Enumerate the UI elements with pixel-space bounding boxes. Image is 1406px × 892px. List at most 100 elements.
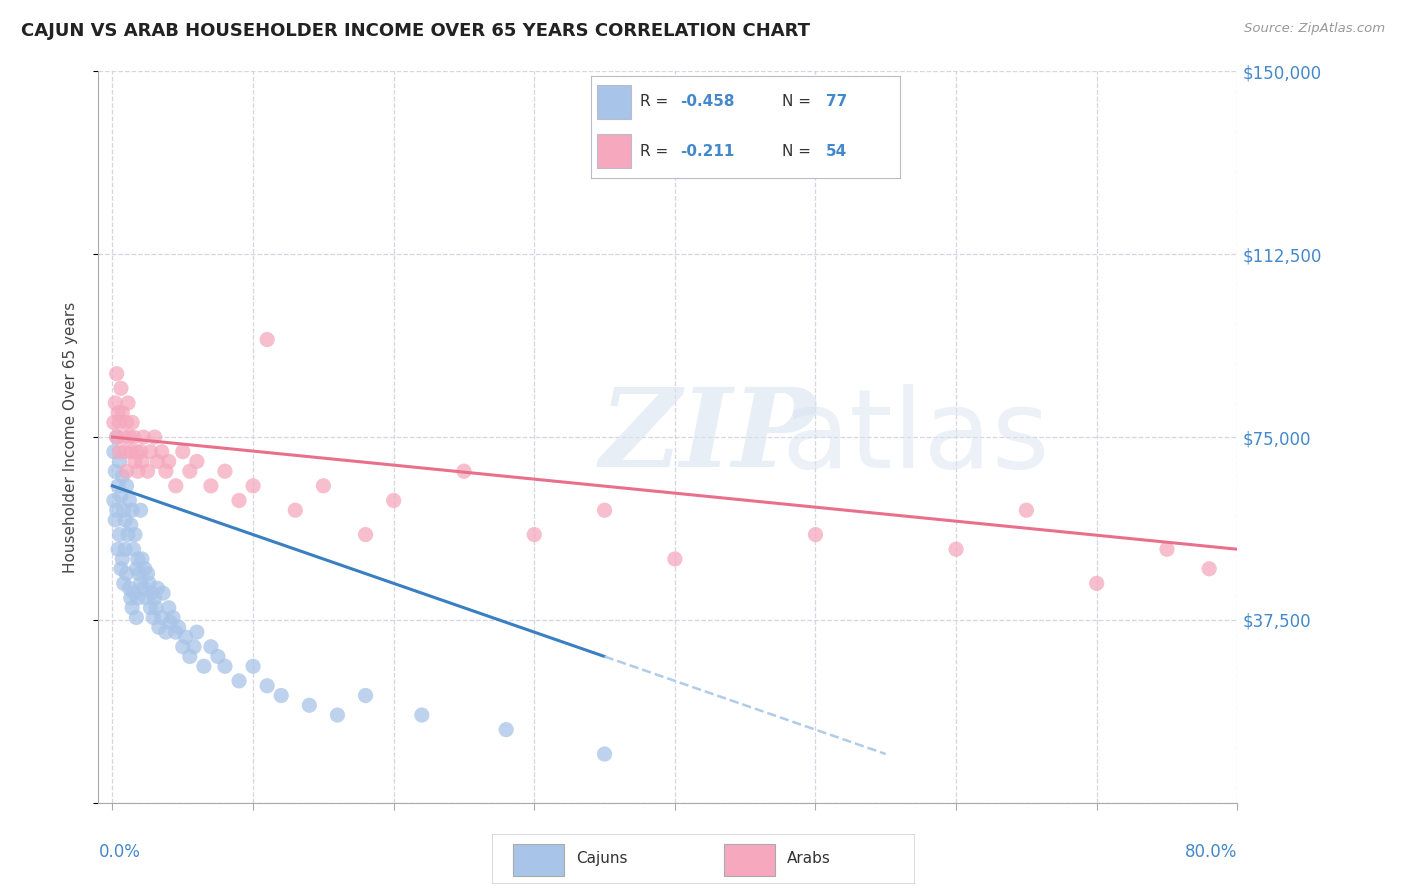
FancyBboxPatch shape (596, 135, 631, 168)
Point (193, 659, 215, 673)
Point (143, 591, 166, 605)
Point (107, 542, 129, 557)
Text: 54: 54 (825, 144, 846, 159)
Point (105, 430, 128, 444)
Point (132, 581, 155, 595)
Point (108, 527, 131, 541)
Point (125, 444, 148, 458)
Point (155, 625, 177, 640)
Point (121, 416, 143, 430)
Point (152, 586, 174, 600)
Point (129, 576, 152, 591)
Point (354, 689, 377, 703)
Point (214, 659, 236, 673)
Point (118, 430, 141, 444)
Point (284, 503, 307, 517)
Point (120, 517, 142, 532)
Point (105, 367, 128, 381)
Point (593, 503, 616, 517)
Point (129, 444, 152, 458)
Point (112, 430, 135, 444)
Point (110, 489, 132, 503)
Point (136, 566, 159, 581)
Point (155, 464, 177, 478)
Point (146, 581, 169, 595)
Point (127, 552, 149, 566)
Point (172, 444, 194, 458)
Point (146, 454, 169, 468)
Point (593, 747, 616, 761)
Point (256, 333, 278, 347)
Point (145, 600, 167, 615)
Point (131, 454, 153, 468)
Point (118, 493, 141, 508)
Point (124, 454, 146, 468)
Point (120, 591, 142, 605)
Point (183, 640, 205, 654)
Point (105, 503, 128, 517)
Point (242, 659, 264, 673)
Text: -0.458: -0.458 (681, 95, 735, 110)
Text: -0.211: -0.211 (681, 144, 734, 159)
Point (112, 576, 135, 591)
Point (172, 640, 194, 654)
Point (111, 552, 134, 566)
Point (179, 649, 201, 664)
Point (228, 493, 250, 508)
Point (523, 527, 546, 541)
Point (120, 444, 142, 458)
Point (108, 454, 131, 468)
Point (112, 503, 135, 517)
Point (107, 406, 129, 420)
Point (122, 586, 145, 600)
Point (117, 527, 139, 541)
Point (270, 689, 292, 703)
Point (207, 649, 229, 664)
FancyBboxPatch shape (596, 85, 631, 119)
Text: Arabs: Arabs (787, 851, 831, 866)
Point (115, 464, 138, 478)
Point (135, 591, 157, 605)
Point (103, 493, 125, 508)
Point (117, 396, 139, 410)
Point (110, 381, 132, 395)
Point (186, 454, 208, 468)
Point (143, 430, 166, 444)
Point (148, 620, 170, 634)
Point (165, 625, 187, 640)
Point (114, 444, 136, 458)
Point (945, 542, 967, 557)
Point (124, 527, 146, 541)
Point (1156, 542, 1178, 557)
Point (141, 586, 163, 600)
Point (804, 527, 827, 541)
Point (118, 581, 141, 595)
Point (121, 600, 143, 615)
Point (107, 479, 129, 493)
Point (138, 576, 160, 591)
Text: R =: R = (640, 95, 673, 110)
Point (1198, 562, 1220, 576)
Text: CAJUN VS ARAB HOUSEHOLDER INCOME OVER 65 YEARS CORRELATION CHART: CAJUN VS ARAB HOUSEHOLDER INCOME OVER 65… (21, 22, 810, 40)
Point (495, 723, 517, 737)
Point (411, 708, 433, 723)
FancyBboxPatch shape (513, 844, 564, 876)
Point (127, 591, 149, 605)
Point (111, 469, 134, 483)
Point (103, 444, 125, 458)
Point (354, 527, 377, 541)
Point (159, 615, 181, 630)
Point (150, 610, 173, 624)
Point (162, 610, 184, 624)
Point (131, 552, 153, 566)
Point (108, 444, 131, 458)
Point (103, 416, 125, 430)
Point (104, 513, 127, 527)
Point (150, 444, 173, 458)
Point (139, 444, 162, 458)
Point (114, 542, 136, 557)
Point (142, 610, 165, 624)
Point (125, 562, 148, 576)
Point (104, 464, 127, 478)
Point (127, 464, 149, 478)
